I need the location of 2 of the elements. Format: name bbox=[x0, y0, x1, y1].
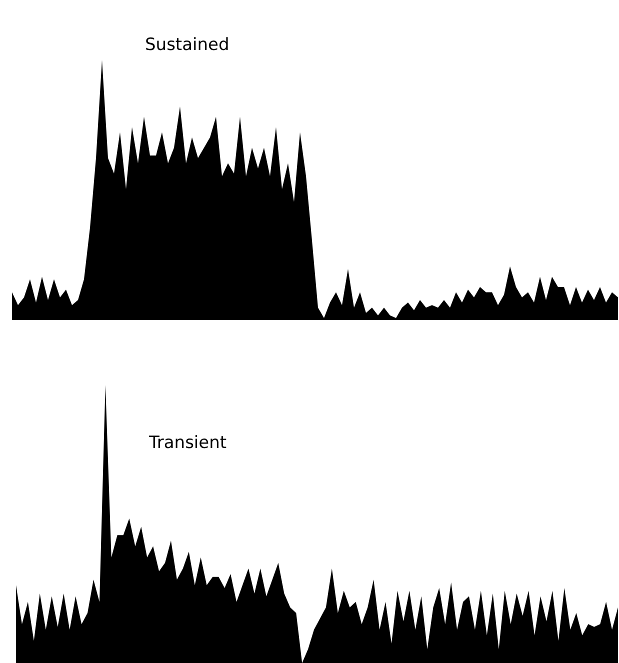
text: Transient bbox=[148, 433, 227, 453]
chart-title: Sustained bbox=[145, 35, 230, 55]
